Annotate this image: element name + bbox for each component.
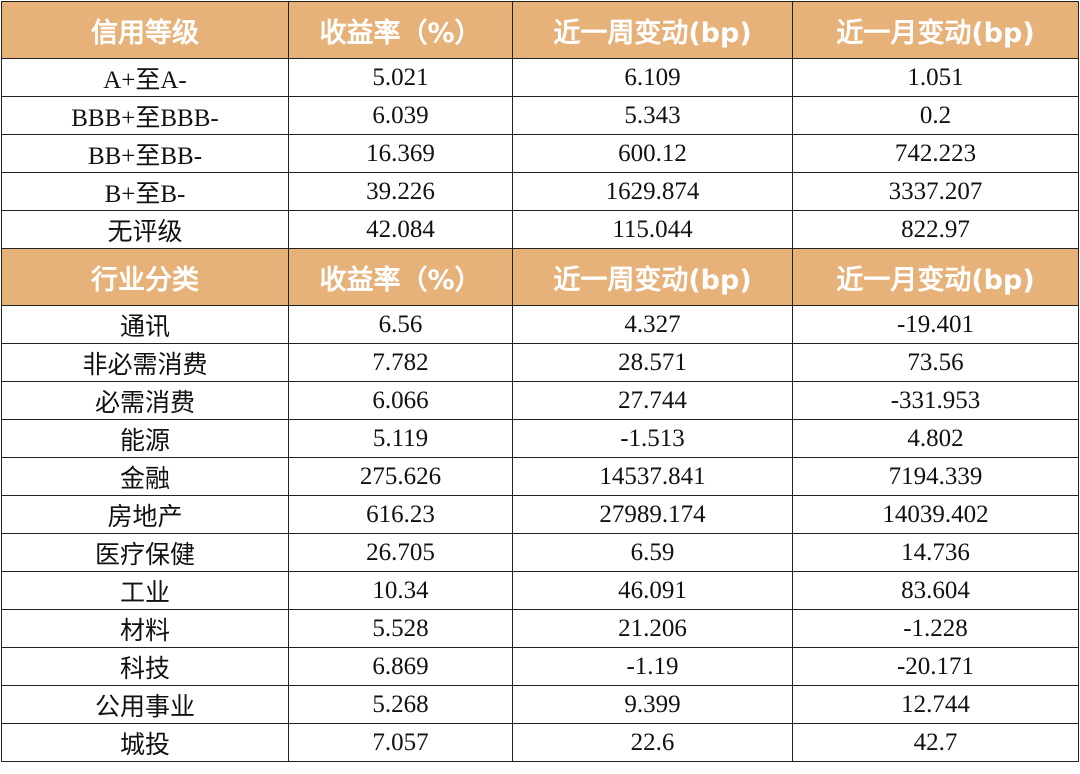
value-cell: -1.228 bbox=[792, 609, 1079, 648]
value-cell: 0.2 bbox=[792, 96, 1079, 135]
credit-header-cell: 收益率（%） bbox=[288, 1, 513, 59]
value-cell: 275.626 bbox=[288, 457, 513, 496]
table-row: 材料 5.528 21.206 -1.228 bbox=[1, 609, 1079, 648]
value-cell: 6.869 bbox=[288, 647, 513, 686]
industry-header-cell: 行业分类 bbox=[1, 248, 289, 306]
industry-category-cell: 城投 bbox=[1, 723, 289, 762]
value-cell: -331.953 bbox=[792, 381, 1079, 420]
industry-header-cell: 近一月变动(bp) bbox=[792, 248, 1079, 306]
table-row: 医疗保健 26.705 6.59 14.736 bbox=[1, 533, 1079, 572]
table-row: 通讯 6.56 4.327 -19.401 bbox=[1, 305, 1079, 344]
value-cell: 73.56 bbox=[792, 343, 1079, 382]
table-row: BBB+至BBB- 6.039 5.343 0.2 bbox=[1, 96, 1079, 135]
value-cell: 6.56 bbox=[288, 305, 513, 344]
value-cell: 5.528 bbox=[288, 609, 513, 648]
table-row: 城投 7.057 22.6 42.7 bbox=[1, 723, 1079, 762]
value-cell: -1.513 bbox=[512, 419, 793, 458]
credit-header-row: 信用等级 收益率（%） 近一周变动(bp) 近一月变动(bp) bbox=[1, 1, 1079, 59]
industry-category-cell: 工业 bbox=[1, 571, 289, 610]
industry-category-cell: 房地产 bbox=[1, 495, 289, 534]
industry-category-cell: 能源 bbox=[1, 419, 289, 458]
table-row: A+至A- 5.021 6.109 1.051 bbox=[1, 58, 1079, 97]
value-cell: -1.19 bbox=[512, 647, 793, 686]
value-cell: -19.401 bbox=[792, 305, 1079, 344]
value-cell: 42.084 bbox=[288, 210, 513, 249]
value-cell: 39.226 bbox=[288, 172, 513, 211]
value-cell: 14537.841 bbox=[512, 457, 793, 496]
value-cell: 27.744 bbox=[512, 381, 793, 420]
value-cell: 6.59 bbox=[512, 533, 793, 572]
credit-category-cell: BB+至BB- bbox=[1, 134, 289, 173]
industry-category-cell: 公用事业 bbox=[1, 685, 289, 724]
credit-header-cell: 近一周变动(bp) bbox=[512, 1, 793, 59]
credit-category-cell: A+至A- bbox=[1, 58, 289, 97]
table-row: 能源 5.119 -1.513 4.802 bbox=[1, 419, 1079, 458]
industry-category-cell: 材料 bbox=[1, 609, 289, 648]
value-cell: 9.399 bbox=[512, 685, 793, 724]
industry-category-cell: 通讯 bbox=[1, 305, 289, 344]
value-cell: 83.604 bbox=[792, 571, 1079, 610]
industry-category-cell: 医疗保健 bbox=[1, 533, 289, 572]
value-cell: 12.744 bbox=[792, 685, 1079, 724]
table-row: 科技 6.869 -1.19 -20.171 bbox=[1, 647, 1079, 686]
credit-category-cell: BBB+至BBB- bbox=[1, 96, 289, 135]
value-cell: 7194.339 bbox=[792, 457, 1079, 496]
table-row: 房地产 616.23 27989.174 14039.402 bbox=[1, 495, 1079, 534]
industry-category-cell: 非必需消费 bbox=[1, 343, 289, 382]
industry-header-cell: 近一周变动(bp) bbox=[512, 248, 793, 306]
value-cell: 22.6 bbox=[512, 723, 793, 762]
credit-category-cell: 无评级 bbox=[1, 210, 289, 249]
value-cell: 5.268 bbox=[288, 685, 513, 724]
value-cell: 7.057 bbox=[288, 723, 513, 762]
table-row: 必需消费 6.066 27.744 -331.953 bbox=[1, 381, 1079, 420]
industry-category-cell: 必需消费 bbox=[1, 381, 289, 420]
value-cell: 4.327 bbox=[512, 305, 793, 344]
value-cell: 5.119 bbox=[288, 419, 513, 458]
credit-category-cell: B+至B- bbox=[1, 172, 289, 211]
table-row: 非必需消费 7.782 28.571 73.56 bbox=[1, 343, 1079, 382]
industry-header-row: 行业分类 收益率（%） 近一周变动(bp) 近一月变动(bp) bbox=[1, 248, 1079, 306]
value-cell: 115.044 bbox=[512, 210, 793, 249]
table-row: BB+至BB- 16.369 600.12 742.223 bbox=[1, 134, 1079, 173]
table-row: 金融 275.626 14537.841 7194.339 bbox=[1, 457, 1079, 496]
value-cell: 4.802 bbox=[792, 419, 1079, 458]
industry-header-cell: 收益率（%） bbox=[288, 248, 513, 306]
value-cell: 6.039 bbox=[288, 96, 513, 135]
table-row: 公用事业 5.268 9.399 12.744 bbox=[1, 685, 1079, 724]
table-row: 工业 10.34 46.091 83.604 bbox=[1, 571, 1079, 610]
value-cell: 3337.207 bbox=[792, 172, 1079, 211]
value-cell: 1629.874 bbox=[512, 172, 793, 211]
value-cell: 14.736 bbox=[792, 533, 1079, 572]
industry-category-cell: 科技 bbox=[1, 647, 289, 686]
table-row: B+至B- 39.226 1629.874 3337.207 bbox=[1, 172, 1079, 211]
value-cell: 21.206 bbox=[512, 609, 793, 648]
value-cell: 7.782 bbox=[288, 343, 513, 382]
value-cell: 10.34 bbox=[288, 571, 513, 610]
value-cell: 600.12 bbox=[512, 134, 793, 173]
value-cell: 5.021 bbox=[288, 58, 513, 97]
table-row: 无评级 42.084 115.044 822.97 bbox=[1, 210, 1079, 249]
value-cell: 616.23 bbox=[288, 495, 513, 534]
value-cell: 6.109 bbox=[512, 58, 793, 97]
value-cell: 14039.402 bbox=[792, 495, 1079, 534]
credit-header-cell: 近一月变动(bp) bbox=[792, 1, 1079, 59]
value-cell: 27989.174 bbox=[512, 495, 793, 534]
value-cell: 46.091 bbox=[512, 571, 793, 610]
credit-header-cell: 信用等级 bbox=[1, 1, 289, 59]
value-cell: 16.369 bbox=[288, 134, 513, 173]
value-cell: 742.223 bbox=[792, 134, 1079, 173]
value-cell: 1.051 bbox=[792, 58, 1079, 97]
value-cell: 42.7 bbox=[792, 723, 1079, 762]
value-cell: 28.571 bbox=[512, 343, 793, 382]
value-cell: 6.066 bbox=[288, 381, 513, 420]
value-cell: 5.343 bbox=[512, 96, 793, 135]
value-cell: -20.171 bbox=[792, 647, 1079, 686]
industry-category-cell: 金融 bbox=[1, 457, 289, 496]
value-cell: 822.97 bbox=[792, 210, 1079, 249]
value-cell: 26.705 bbox=[288, 533, 513, 572]
